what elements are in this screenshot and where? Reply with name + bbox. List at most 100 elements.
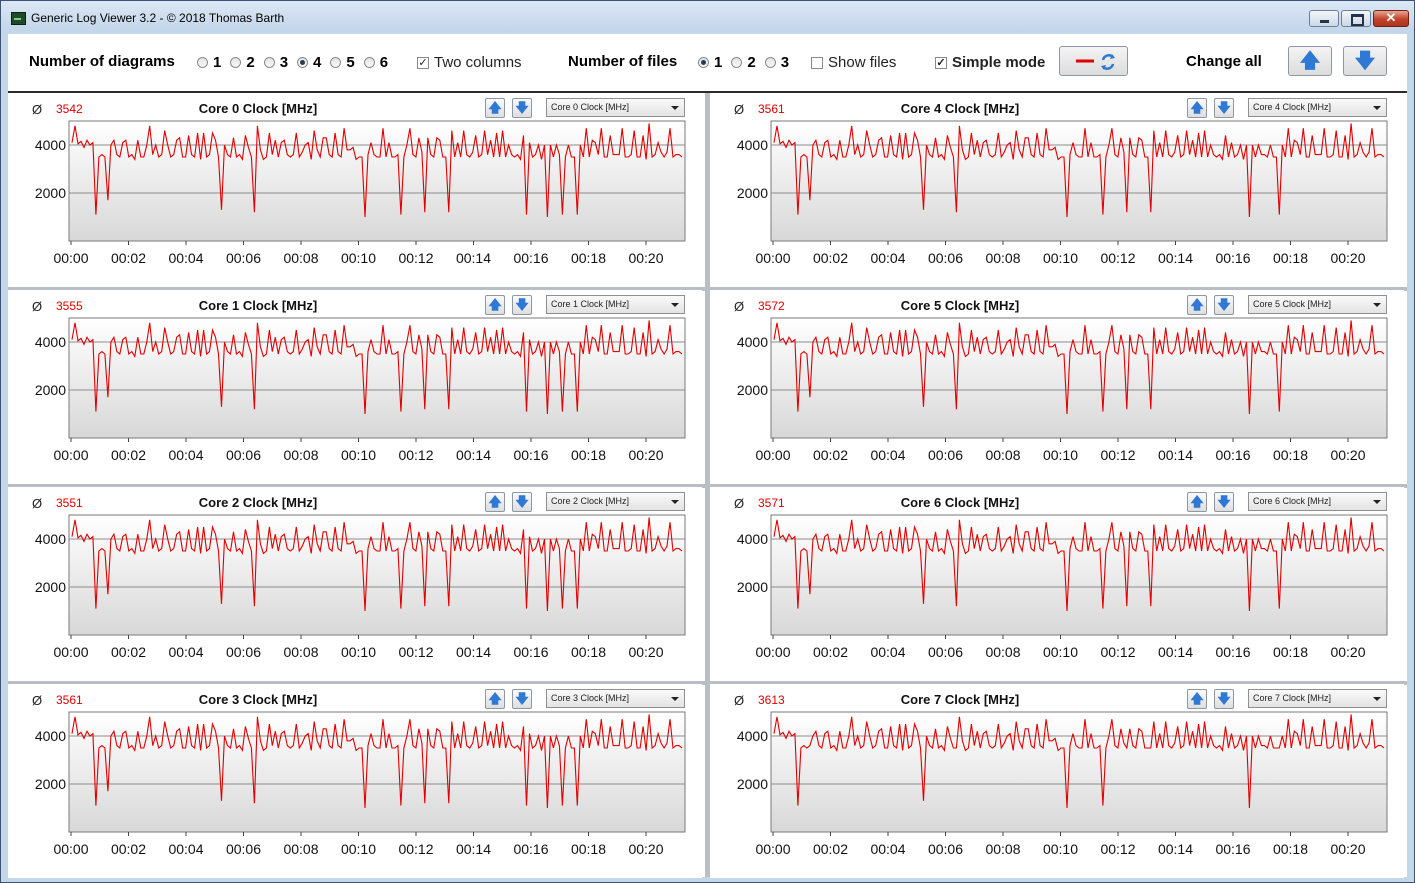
diagrams-radio-4[interactable]: 4 — [297, 54, 321, 71]
panel-up-button[interactable]: 🡅 — [1187, 492, 1207, 512]
x-tick-label: 00:14 — [456, 644, 491, 660]
diagram-panel: 2000 4000 00:00 00:02 00:04 00:06 00:08 00:10 00… — [710, 290, 1404, 484]
channel-select[interactable]: Core 2 Clock [MHz] — [546, 492, 685, 511]
diagrams-radio-5[interactable]: 5 — [330, 54, 355, 71]
files-radio-3[interactable]: 3 — [764, 54, 789, 71]
channel-select[interactable]: Core 0 Clock [MHz] — [546, 98, 685, 117]
y-tick-label: 2000 — [35, 579, 66, 595]
x-tick-label: 00:20 — [628, 644, 663, 660]
simple-mode-box[interactable]: ✓ — [935, 56, 947, 69]
x-tick-label: 00:00 — [755, 447, 790, 463]
maximize-button[interactable] — [1341, 10, 1371, 27]
y-tick-label: 4000 — [737, 728, 768, 744]
x-tick-label: 00:18 — [571, 644, 606, 660]
channel-select[interactable]: Core 4 Clock [MHz] — [1248, 98, 1387, 117]
panel-up-button[interactable]: 🡅 — [1187, 295, 1207, 315]
plot-area — [68, 711, 686, 833]
x-tick-label: 00:06 — [226, 447, 261, 463]
diagrams-radio-2[interactable]: 2 — [230, 54, 255, 71]
title-bar[interactable]: Generic Log Viewer 3.2 - © 2018 Thomas B… — [1, 1, 1414, 34]
diagram-title: Core 0 Clock [MHz] — [198, 101, 318, 116]
average-value: 3561 — [56, 693, 83, 707]
panel-down-button[interactable]: 🡇 — [1214, 492, 1234, 512]
row-splitter[interactable] — [710, 484, 1407, 488]
diagrams-radio-1[interactable]: 1 — [197, 54, 221, 71]
show-files-checkbox[interactable]: Show files — [811, 54, 896, 71]
radio-dot[interactable] — [230, 57, 242, 68]
y-tick-label: 4000 — [35, 531, 66, 547]
row-splitter[interactable] — [710, 681, 1407, 685]
channel-select[interactable]: Core 3 Clock [MHz] — [546, 689, 685, 708]
average-value: 3561 — [758, 102, 785, 116]
average-symbol: Ø — [32, 299, 43, 314]
x-tick-label: 00:18 — [1273, 841, 1308, 857]
x-tick-label: 00:06 — [928, 644, 963, 660]
files-radio-1[interactable]: 1 — [698, 54, 722, 71]
radio-dot[interactable] — [698, 57, 709, 68]
diagram-panel: 2000 4000 00:00 00:02 00:04 00:06 00:08 00:10 00… — [8, 487, 702, 681]
panel-down-button[interactable]: 🡇 — [1214, 689, 1234, 709]
diagram-count-radios: 1 2 3 4 5 6 — [197, 54, 397, 71]
arrow-up-icon: 🡅 — [1299, 50, 1321, 72]
simple-mode-checkbox[interactable]: ✓ Simple mode — [935, 54, 1045, 71]
panel-down-button[interactable]: 🡇 — [1214, 295, 1234, 315]
x-tick-label: 00:12 — [398, 644, 433, 660]
panel-down-button[interactable]: 🡇 — [1214, 98, 1234, 118]
show-files-box[interactable] — [811, 56, 823, 69]
radio-dot[interactable] — [764, 57, 776, 68]
panel-up-button[interactable]: 🡅 — [485, 98, 505, 118]
panel-up-button[interactable]: 🡅 — [1187, 98, 1207, 118]
files-radio-2[interactable]: 2 — [731, 54, 756, 71]
radio-label: 1 — [213, 54, 222, 71]
radio-dot[interactable] — [263, 57, 275, 68]
radio-dot[interactable] — [297, 57, 309, 68]
channel-select[interactable]: Core 1 Clock [MHz] — [546, 295, 685, 314]
diagram-title: Core 3 Clock [MHz] — [198, 692, 318, 707]
x-tick-label: 00:14 — [1158, 250, 1193, 266]
diagrams-radio-3[interactable]: 3 — [263, 54, 288, 71]
column-splitter[interactable] — [705, 93, 710, 877]
series-line — [773, 714, 1385, 809]
x-tick-label: 00:10 — [341, 447, 376, 463]
average-symbol: Ø — [734, 693, 745, 708]
panel-up-button[interactable]: 🡅 — [485, 492, 505, 512]
row-splitter[interactable] — [710, 287, 1407, 291]
row-splitter[interactable] — [8, 484, 705, 488]
minimize-button[interactable] — [1309, 10, 1339, 27]
series-style-button[interactable] — [1059, 46, 1128, 76]
x-tick-label: 00:08 — [283, 447, 318, 463]
x-tick-label: 00:00 — [53, 447, 88, 463]
two-columns-checkbox[interactable]: ✓ Two columns — [417, 54, 522, 71]
radio-dot[interactable] — [197, 57, 208, 68]
x-tick-label: 00:12 — [398, 250, 433, 266]
channel-select[interactable]: Core 7 Clock [MHz] — [1248, 689, 1387, 708]
x-tick-label: 00:12 — [1100, 644, 1135, 660]
radio-dot[interactable] — [330, 57, 342, 68]
panel-up-button[interactable]: 🡅 — [485, 295, 505, 315]
diagrams-radio-6[interactable]: 6 — [363, 54, 388, 71]
row-splitter[interactable] — [8, 681, 705, 685]
radio-dot[interactable] — [731, 57, 743, 68]
two-columns-box[interactable]: ✓ — [417, 56, 429, 69]
close-button[interactable]: ✕ — [1373, 10, 1409, 27]
change-all-up-button[interactable]: 🡅 — [1288, 46, 1332, 76]
x-tick-label: 00:06 — [928, 841, 963, 857]
refresh-icon — [1101, 54, 1115, 70]
x-tick-label: 00:12 — [398, 841, 433, 857]
panel-down-button[interactable]: 🡇 — [512, 295, 532, 315]
x-tick-label: 00:04 — [168, 250, 203, 266]
channel-select[interactable]: Core 5 Clock [MHz] — [1248, 295, 1387, 314]
radio-dot[interactable] — [363, 57, 375, 68]
series-line — [71, 123, 683, 218]
x-tick-label: 00:12 — [398, 447, 433, 463]
x-tick-label: 00:04 — [870, 644, 905, 660]
change-all-down-button[interactable]: 🡇 — [1343, 46, 1387, 76]
panel-down-button[interactable]: 🡇 — [512, 98, 532, 118]
channel-select[interactable]: Core 6 Clock [MHz] — [1248, 492, 1387, 511]
panel-down-button[interactable]: 🡇 — [512, 689, 532, 709]
row-splitter[interactable] — [8, 287, 705, 291]
x-tick-label: 00:08 — [985, 250, 1020, 266]
panel-down-button[interactable]: 🡇 — [512, 492, 532, 512]
panel-up-button[interactable]: 🡅 — [1187, 689, 1207, 709]
panel-up-button[interactable]: 🡅 — [485, 689, 505, 709]
